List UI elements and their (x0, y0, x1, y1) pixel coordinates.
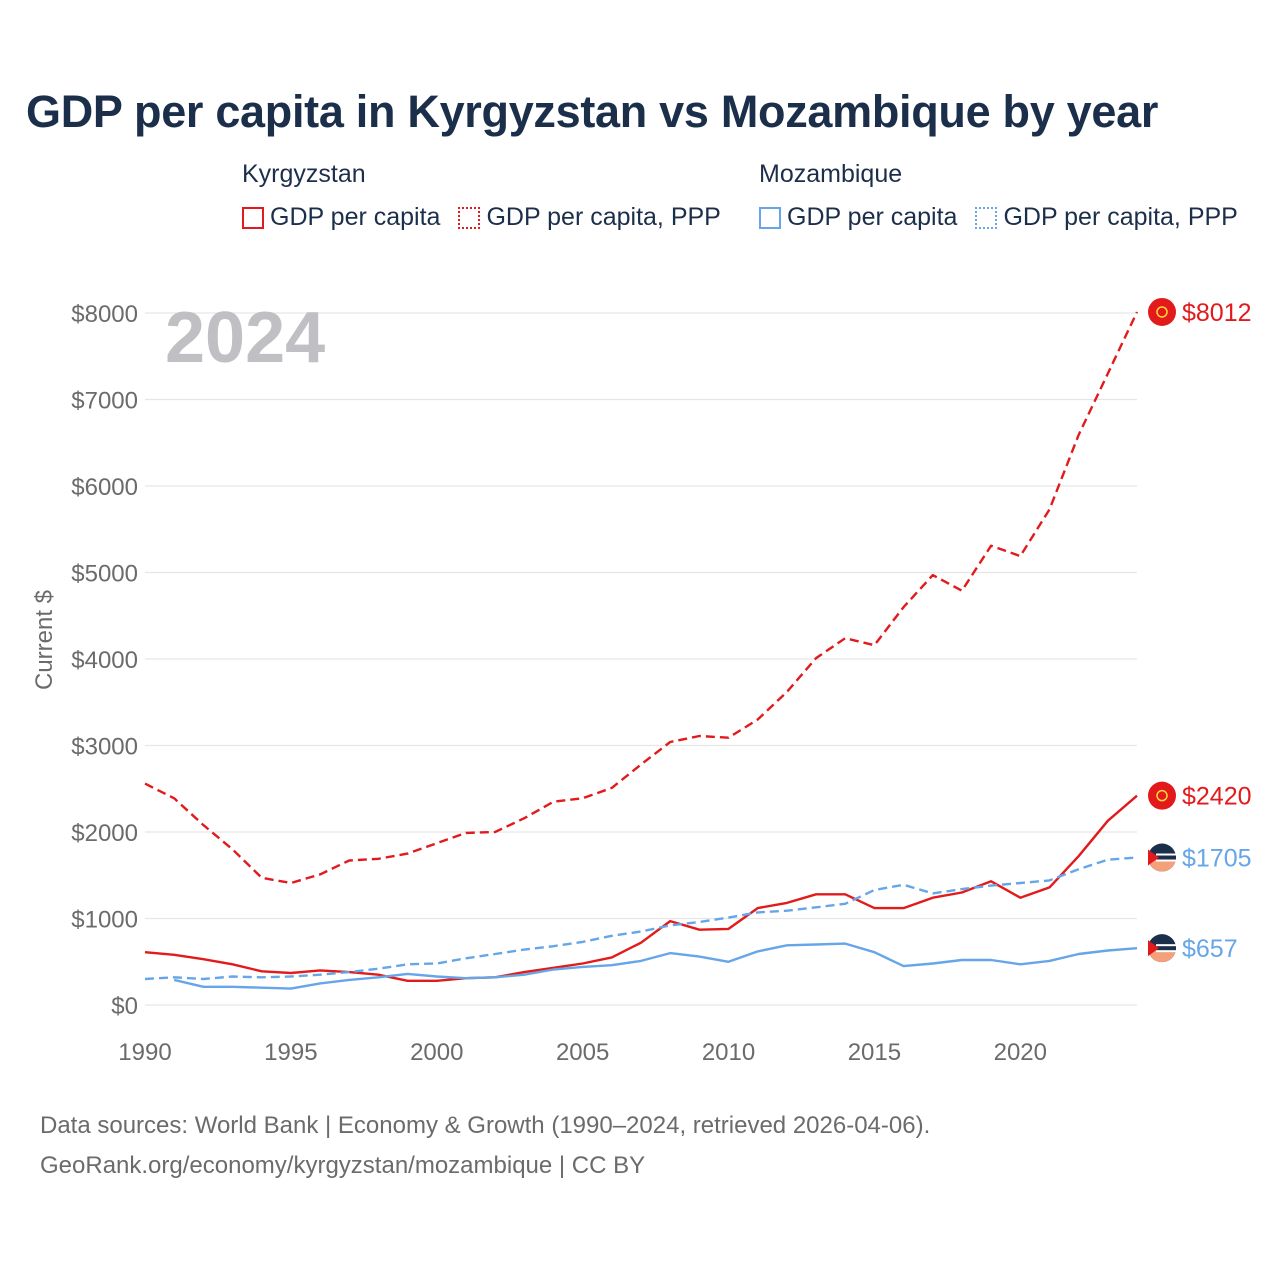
flag-red-triangle (1148, 849, 1159, 866)
legend-swatch-solid (242, 206, 264, 229)
flag-black-band (1156, 946, 1176, 951)
legend-item-mozambique-gdp[interactable]: GDP per capita (759, 203, 957, 232)
legend-label: GDP per capita (270, 203, 441, 231)
legend-item-kyrgyzstan-gdp-ppp[interactable]: GDP per capita, PPP (458, 203, 721, 232)
series-lines (144, 311, 1139, 990)
y-axis-label: Current $ (31, 590, 58, 690)
series-end-label: $1705 (1182, 845, 1252, 873)
x-tick-label: 2015 (848, 1039, 901, 1066)
y-tick-label: $0 (111, 993, 138, 1020)
y-tick-label: $2000 (71, 820, 138, 847)
footer-sources: Data sources: World Bank | Economy & Gro… (40, 1112, 931, 1139)
flag-kyrgyzstan-icon (1148, 297, 1176, 326)
series-line-3[interactable] (173, 942, 1138, 990)
series-line-1[interactable] (144, 794, 1138, 982)
legend-country-kyrgyzstan: Kyrgyzstan (242, 160, 366, 188)
gridlines (145, 312, 1137, 1006)
x-tick-label: 2005 (556, 1039, 609, 1066)
series-end-label: $657 (1182, 935, 1238, 963)
flag-sun-icon (1156, 306, 1168, 318)
series-end-label: $8012 (1182, 299, 1252, 327)
x-tick-label: 2020 (994, 1039, 1047, 1066)
legend-group-mozambique: Mozambique GDP per capita GDP per capita… (759, 160, 1238, 232)
legend-group-kyrgyzstan: Kyrgyzstan GDP per capita GDP per capita… (242, 160, 721, 232)
flag-sun-icon (1156, 789, 1168, 802)
legend-swatch-dotted (458, 206, 481, 229)
y-tick-label: $6000 (71, 474, 138, 501)
flag-red-triangle (1148, 940, 1159, 957)
legend-label: GDP per capita, PPP (1003, 203, 1238, 231)
legend-item-mozambique-gdp-ppp[interactable]: GDP per capita, PPP (975, 203, 1238, 232)
legend-country-mozambique: Mozambique (759, 160, 903, 188)
legend-swatch-solid (759, 206, 781, 229)
y-axis-ticks: $0 $1000 $2000 $3000 $4000 $5000 $6000 $7000 $80… (71, 301, 138, 1020)
y-tick-label: $8000 (71, 301, 138, 328)
series-end-label: $2420 (1182, 783, 1252, 811)
chart-title: GDP per capita in Kyrgyzstan vs Mozambiq… (26, 86, 1159, 137)
series-end-markers: $8012 $2420 $1705 $657 (1148, 297, 1252, 963)
flag-mozambique-icon (1148, 934, 1176, 963)
flag-mozambique-icon (1148, 843, 1176, 872)
flag-black-band (1156, 855, 1176, 860)
legend-label: GDP per capita, PPP (486, 203, 721, 231)
legend-swatch-dotted (975, 206, 998, 229)
footer-link[interactable]: GeoRank.org/economy/kyrgyzstan/mozambiqu… (40, 1152, 646, 1179)
x-tick-label: 2000 (410, 1039, 463, 1066)
y-tick-label: $5000 (71, 561, 138, 588)
footer: Data sources: World Bank | Economy & Gro… (40, 1106, 930, 1186)
y-tick-label: $3000 (71, 734, 138, 761)
x-tick-label: 1995 (264, 1039, 317, 1066)
x-axis-ticks: 1990 1995 2000 2005 2010 2015 2020 (118, 1039, 1047, 1066)
series-line-0[interactable] (144, 311, 1139, 885)
flag-kyrgyzstan-icon (1148, 781, 1176, 810)
x-tick-label: 2010 (702, 1039, 755, 1066)
legend-label: GDP per capita (787, 203, 958, 231)
x-tick-label: 1990 (118, 1039, 171, 1066)
y-tick-label: $1000 (71, 907, 138, 934)
legend-item-kyrgyzstan-gdp[interactable]: GDP per capita (242, 203, 440, 232)
year-watermark: 2024 (165, 298, 325, 378)
y-tick-label: $7000 (71, 388, 138, 415)
y-tick-label: $4000 (71, 647, 138, 674)
